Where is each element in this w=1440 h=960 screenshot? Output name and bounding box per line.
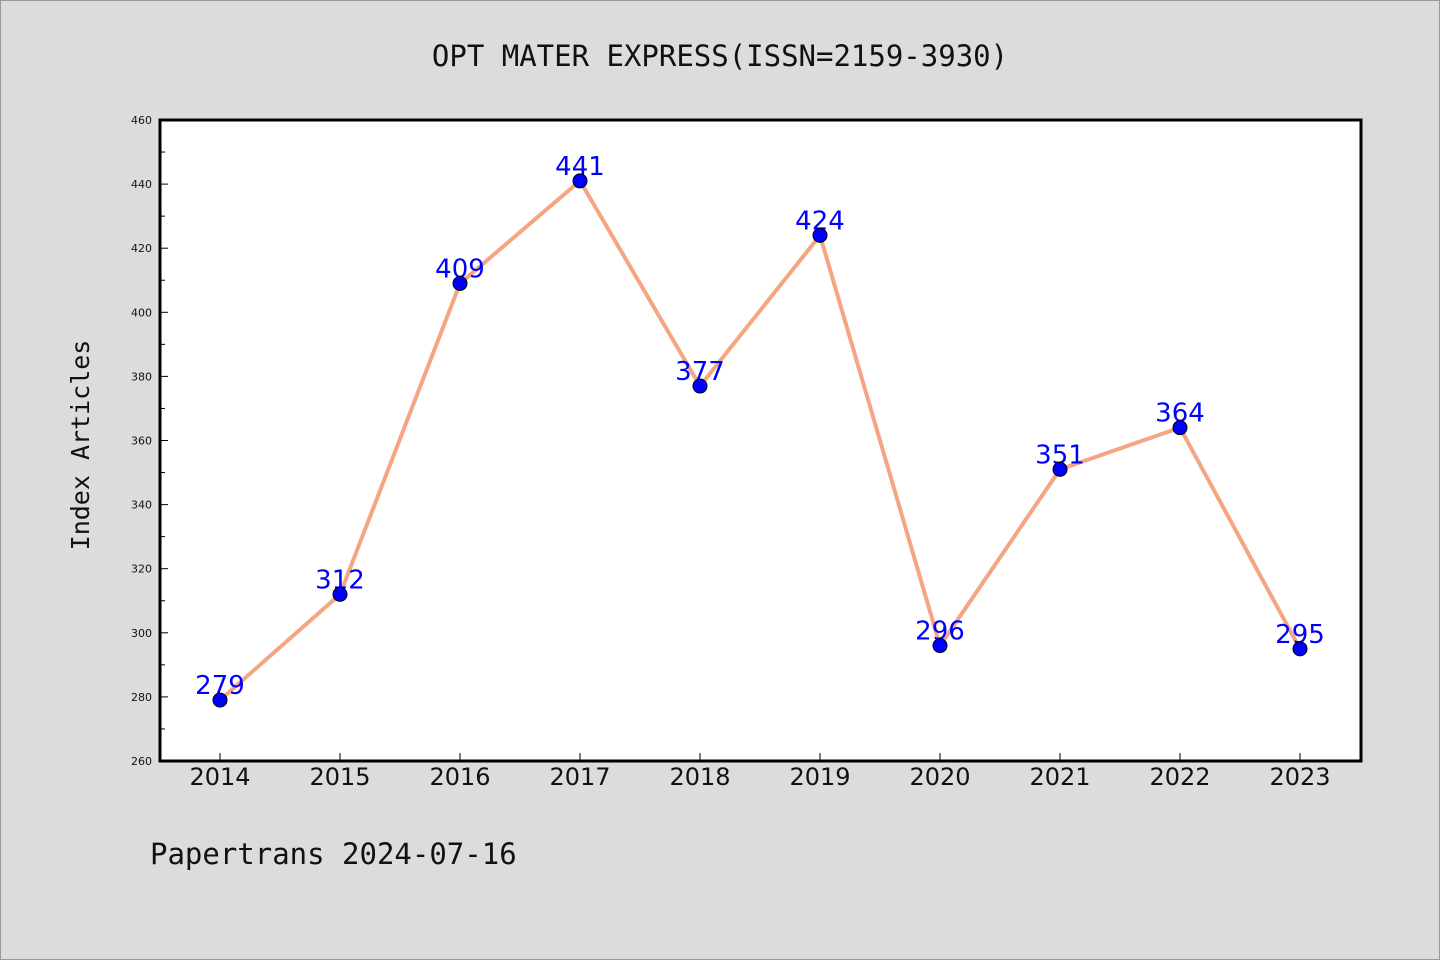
- x-tick-label: 2023: [1269, 763, 1330, 791]
- data-point: [212, 692, 228, 708]
- x-tick-label: 2022: [1149, 763, 1210, 791]
- x-axis: 2014 2015 2016 2017 2018 2019 2020 2021 2022 2023: [189, 753, 1331, 791]
- y-tick-label: 340: [131, 499, 152, 512]
- data-point: [1172, 420, 1188, 436]
- series-polyline: [218, 178, 1302, 702]
- y-tick-label: 300: [131, 627, 152, 640]
- y-axis-label: Index Articles: [66, 340, 95, 551]
- x-tick-label: 2020: [909, 763, 970, 791]
- series-markers: [212, 173, 1308, 708]
- x-tick-label: 2016: [429, 763, 490, 791]
- x-tick-label: 2014: [189, 763, 250, 791]
- plot-area: [160, 120, 1361, 761]
- y-tick-label: 420: [131, 242, 152, 255]
- x-tick-label: 2018: [669, 763, 730, 791]
- x-tick-label: 2021: [1029, 763, 1090, 791]
- data-point: [332, 586, 348, 602]
- y-tick-label: 280: [131, 691, 152, 704]
- data-point: [452, 275, 468, 291]
- x-tick-label: 2017: [549, 763, 610, 791]
- footer-text: Papertrans 2024-07-16: [150, 837, 517, 871]
- y-tick-label: 260: [131, 755, 152, 768]
- y-tick-label: 360: [131, 435, 152, 448]
- data-point: [692, 378, 708, 394]
- y-tick-label: 460: [131, 114, 152, 127]
- x-tick-label: 2015: [309, 763, 370, 791]
- data-point: [572, 173, 588, 189]
- data-point: [1052, 461, 1068, 477]
- x-tick-label: 2019: [789, 763, 850, 791]
- y-tick-label: 400: [131, 306, 152, 319]
- chart-title: OPT MATER EXPRESS(ISSN=2159-3930): [432, 39, 1008, 73]
- series-line: [218, 178, 1302, 702]
- data-point: [932, 638, 948, 654]
- y-tick-label: 440: [131, 178, 152, 191]
- data-point: [1292, 641, 1308, 657]
- y-tick-label: 320: [131, 563, 152, 576]
- data-point: [812, 227, 828, 243]
- y-tick-label: 380: [131, 370, 152, 383]
- plot-border: [158, 118, 1363, 763]
